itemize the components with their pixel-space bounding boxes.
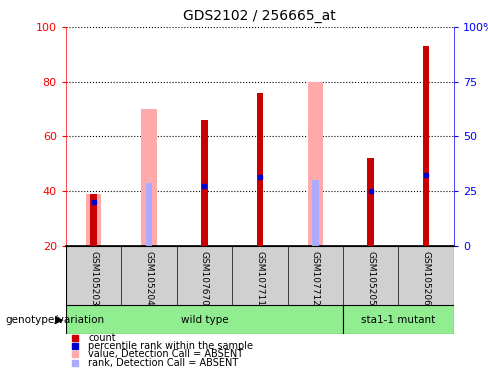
Bar: [146, 183, 152, 246]
Text: percentile rank within the sample: percentile rank within the sample: [88, 341, 253, 351]
Title: GDS2102 / 256665_at: GDS2102 / 256665_at: [183, 9, 336, 23]
Text: GSM107712: GSM107712: [311, 250, 320, 305]
Bar: [367, 158, 374, 246]
Bar: [312, 180, 319, 246]
Text: GSM105203: GSM105203: [89, 250, 98, 305]
Bar: [201, 120, 208, 246]
Text: GSM107711: GSM107711: [255, 250, 264, 306]
Bar: [257, 93, 263, 246]
Bar: [343, 305, 454, 334]
Text: ▶: ▶: [55, 314, 63, 325]
Text: rank, Detection Call = ABSENT: rank, Detection Call = ABSENT: [88, 358, 239, 367]
Text: genotype/variation: genotype/variation: [5, 314, 104, 325]
Text: GSM105206: GSM105206: [422, 250, 430, 305]
Text: GSM105204: GSM105204: [144, 250, 154, 305]
Bar: [86, 194, 102, 246]
Bar: [66, 305, 343, 334]
Text: wild type: wild type: [181, 314, 228, 325]
Bar: [141, 109, 157, 246]
Bar: [423, 46, 429, 246]
Text: GSM105205: GSM105205: [366, 250, 375, 305]
Text: value, Detection Call = ABSENT: value, Detection Call = ABSENT: [88, 349, 244, 359]
Bar: [90, 194, 97, 246]
Text: sta1-1 mutant: sta1-1 mutant: [361, 314, 436, 325]
Text: GSM107670: GSM107670: [200, 250, 209, 306]
Text: count: count: [88, 333, 116, 343]
Bar: [307, 81, 323, 246]
